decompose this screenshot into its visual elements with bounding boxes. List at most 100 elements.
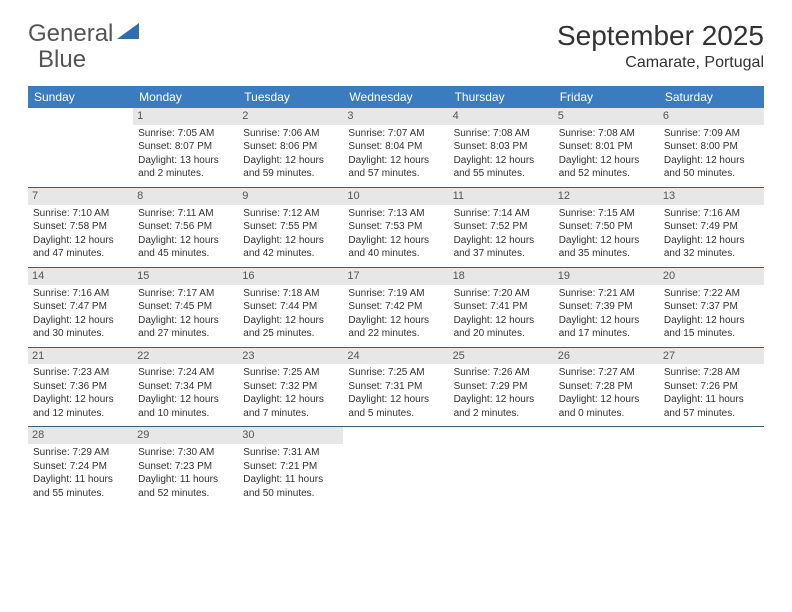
daylight-text: Daylight: 12 hours and 55 minutes. [454,154,549,181]
sunset-text: Sunset: 7:55 PM [243,220,338,234]
dow-sunday: Sunday [28,86,133,108]
day-cell: 10Sunrise: 7:13 AMSunset: 7:53 PMDayligh… [343,187,448,267]
sunrise-text: Sunrise: 7:19 AM [348,287,443,301]
day-number: 12 [554,188,659,205]
sunset-text: Sunset: 7:31 PM [348,380,443,394]
sunset-text: Sunset: 7:56 PM [138,220,233,234]
logo-text-blue: Blue [38,46,86,73]
sunset-text: Sunset: 7:21 PM [243,460,338,474]
month-title: September 2025 [557,20,764,52]
sunset-text: Sunset: 7:28 PM [559,380,654,394]
day-cell: 24Sunrise: 7:25 AMSunset: 7:31 PMDayligh… [343,347,448,427]
sunset-text: Sunset: 7:45 PM [138,300,233,314]
day-number: 1 [133,108,238,125]
week-row: 1Sunrise: 7:05 AMSunset: 8:07 PMDaylight… [28,108,764,187]
sunrise-text: Sunrise: 7:11 AM [138,207,233,221]
day-number: 27 [659,348,764,365]
day-cell: 21Sunrise: 7:23 AMSunset: 7:36 PMDayligh… [28,347,133,427]
dow-monday: Monday [133,86,238,108]
sunset-text: Sunset: 7:34 PM [138,380,233,394]
sunrise-text: Sunrise: 7:26 AM [454,366,549,380]
day-number: 18 [449,268,554,285]
daylight-text: Daylight: 12 hours and 2 minutes. [454,393,549,420]
day-cell: 3Sunrise: 7:07 AMSunset: 8:04 PMDaylight… [343,108,448,187]
day-number: 2 [238,108,343,125]
day-number: 3 [343,108,448,125]
day-number: 9 [238,188,343,205]
day-number: 7 [28,188,133,205]
daylight-text: Daylight: 12 hours and 50 minutes. [664,154,759,181]
sunset-text: Sunset: 7:23 PM [138,460,233,474]
day-number: 22 [133,348,238,365]
daylight-text: Daylight: 12 hours and 30 minutes. [33,314,128,341]
sunset-text: Sunset: 7:41 PM [454,300,549,314]
sunrise-text: Sunrise: 7:18 AM [243,287,338,301]
daylight-text: Daylight: 12 hours and 0 minutes. [559,393,654,420]
sunrise-text: Sunrise: 7:15 AM [559,207,654,221]
sunrise-text: Sunrise: 7:16 AM [33,287,128,301]
sunset-text: Sunset: 7:58 PM [33,220,128,234]
day-cell: 23Sunrise: 7:25 AMSunset: 7:32 PMDayligh… [238,347,343,427]
calendar-page: General September 2025 Camarate, Portuga… [0,0,792,612]
daylight-text: Daylight: 12 hours and 7 minutes. [243,393,338,420]
sunset-text: Sunset: 7:49 PM [664,220,759,234]
calendar-body: 1Sunrise: 7:05 AMSunset: 8:07 PMDaylight… [28,108,764,506]
day-number: 16 [238,268,343,285]
daylight-text: Daylight: 12 hours and 10 minutes. [138,393,233,420]
daylight-text: Daylight: 11 hours and 52 minutes. [138,473,233,500]
day-cell: 2 Sunrise: 7:06 AMSunset: 8:06 PMDaylight… [238,108,343,187]
day-cell: 12Sunrise: 7:15 AMSunset: 7:50 PMDayligh… [554,187,659,267]
sunrise-text: Sunrise: 7:20 AM [454,287,549,301]
day-number: 10 [343,188,448,205]
day-cell [343,427,448,506]
sunset-text: Sunset: 8:06 PM [243,140,338,154]
daylight-text: Daylight: 12 hours and 5 minutes. [348,393,443,420]
sunrise-text: Sunrise: 7:06 AM [243,127,338,141]
dow-tuesday: Tuesday [238,86,343,108]
day-number: 19 [554,268,659,285]
day-cell: 22Sunrise: 7:24 AMSunset: 7:34 PMDayligh… [133,347,238,427]
sunrise-text: Sunrise: 7:10 AM [33,207,128,221]
dow-thursday: Thursday [449,86,554,108]
day-cell: 6Sunrise: 7:09 AMSunset: 8:00 PMDaylight… [659,108,764,187]
sunrise-text: Sunrise: 7:14 AM [454,207,549,221]
sunset-text: Sunset: 7:24 PM [33,460,128,474]
week-row: 7 Sunrise: 7:10 AMSunset: 7:58 PM Daylight… [28,187,764,267]
sunrise-text: Sunrise: 7:27 AM [559,366,654,380]
week-row: 14Sunrise: 7:16 AMSunset: 7:47 PMDayligh… [28,267,764,347]
sunrise-text: Sunrise: 7:25 AM [348,366,443,380]
day-cell [449,427,554,506]
daylight-text: Daylight: 12 hours and 20 minutes. [454,314,549,341]
day-number: 25 [449,348,554,365]
day-cell: 15Sunrise: 7:17 AMSunset: 7:45 PMDayligh… [133,267,238,347]
daylight-text: Daylight: 12 hours and 15 minutes. [664,314,759,341]
sunset-text: Sunset: 8:03 PM [454,140,549,154]
day-cell: 26Sunrise: 7:27 AMSunset: 7:28 PMDayligh… [554,347,659,427]
daylight-text: Daylight: 12 hours and 45 minutes. [138,234,233,261]
day-number: 26 [554,348,659,365]
day-cell: 11Sunrise: 7:14 AMSunset: 7:52 PMDayligh… [449,187,554,267]
sunrise-text: Sunrise: 7:17 AM [138,287,233,301]
sunrise-text: Sunrise: 7:09 AM [664,127,759,141]
day-cell: 30Sunrise: 7:31 AMSunset: 7:21 PMDayligh… [238,427,343,506]
sunrise-text: Sunrise: 7:28 AM [664,366,759,380]
sunset-text: Sunset: 8:00 PM [664,140,759,154]
title-block: September 2025 Camarate, Portugal [557,20,764,72]
day-number: 20 [659,268,764,285]
day-number: 30 [238,427,343,444]
daylight-text: Daylight: 12 hours and 59 minutes. [243,154,338,181]
day-cell [659,427,764,506]
day-cell: 20Sunrise: 7:22 AMSunset: 7:37 PMDayligh… [659,267,764,347]
sunset-text: Sunset: 7:32 PM [243,380,338,394]
sunset-text: Sunset: 7:39 PM [559,300,654,314]
day-cell [28,108,133,187]
sunset-text: Sunset: 7:29 PM [454,380,549,394]
day-cell: 13Sunrise: 7:16 AMSunset: 7:49 PMDayligh… [659,187,764,267]
sunrise-text: Sunrise: 7:13 AM [348,207,443,221]
day-cell: 19Sunrise: 7:21 AMSunset: 7:39 PMDayligh… [554,267,659,347]
day-cell: 8Sunrise: 7:11 AMSunset: 7:56 PMDaylight… [133,187,238,267]
day-cell: 27Sunrise: 7:28 AMSunset: 7:26 PMDayligh… [659,347,764,427]
sunrise-text: Sunrise: 7:23 AM [33,366,128,380]
sunset-text: Sunset: 7:52 PM [454,220,549,234]
sunset-text: Sunset: 8:07 PM [138,140,233,154]
